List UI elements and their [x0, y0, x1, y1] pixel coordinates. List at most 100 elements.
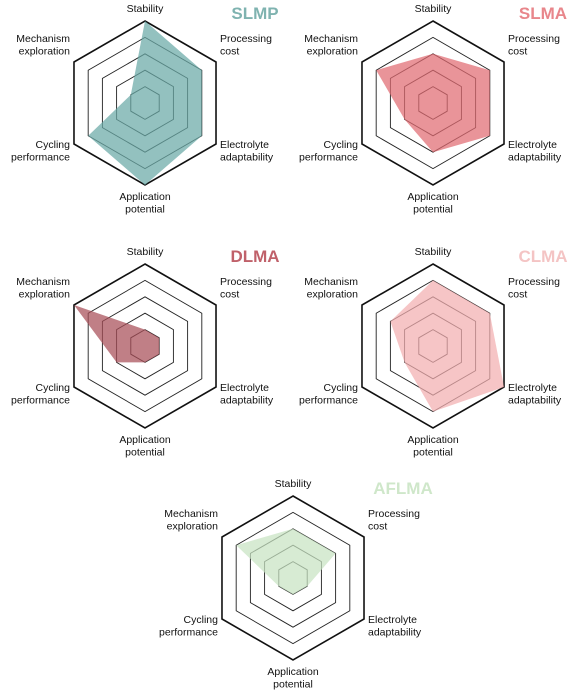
axis-label-slmp-4: Application potential: [119, 191, 171, 216]
axis-label-line: Cycling: [36, 382, 71, 394]
axis-label-clma-4: Application potential: [407, 434, 459, 459]
axis-label-slma-6: Mechanism exploration: [304, 33, 358, 58]
axis-label-slma-3: Electrolyte adaptability: [508, 139, 562, 164]
axis-label-clma-1: Stability: [415, 246, 453, 258]
axis-label-line: Electrolyte: [508, 139, 557, 151]
axis-label-dlma-5: Cycling performance: [11, 382, 70, 407]
axis-label-slma-5: Cycling performance: [299, 139, 358, 164]
grid-ring-5: [221, 495, 365, 661]
axis-label-dlma-3: Electrolyte adaptability: [220, 382, 274, 407]
chart-title-clma: CLMA: [518, 247, 567, 266]
axis-label-slmp-1: Stability: [127, 3, 165, 15]
axis-label-slma-1: Stability: [415, 3, 453, 15]
axis-label-line: adaptability: [508, 395, 562, 407]
axis-label-line: performance: [299, 395, 358, 407]
axis-label-line: Cycling: [324, 139, 359, 151]
axis-label-line: Stability: [415, 3, 453, 15]
axis-label-line: Electrolyte: [368, 614, 417, 626]
chart-title-slma: SLMA: [519, 4, 567, 23]
axis-label-line: Mechanism: [16, 33, 70, 45]
data-area-aflma: [236, 528, 336, 595]
axis-label-line: exploration: [167, 521, 219, 533]
data-area-slma: [376, 53, 490, 153]
axis-label-line: potential: [273, 679, 313, 691]
axis-label-line: Application: [267, 666, 319, 678]
axis-label-clma-6: Mechanism exploration: [304, 276, 358, 301]
axis-label-line: performance: [11, 152, 70, 164]
grid-ring-5: [361, 20, 505, 186]
axis-label-line: exploration: [307, 289, 359, 301]
axis-label-aflma-6: Mechanism exploration: [164, 508, 218, 533]
axis-label-line: adaptability: [508, 152, 562, 164]
axis-label-line: Processing: [220, 276, 272, 288]
axis-label-line: Mechanism: [164, 508, 218, 520]
radar-chart-clma: Stability Processing cost Electrolyte adapta…: [299, 246, 568, 459]
axis-label-dlma-2: Processing cost: [220, 276, 272, 301]
axis-label-line: Processing: [508, 33, 560, 45]
axis-label-slma-2: Processing cost: [508, 33, 560, 58]
axis-label-line: cost: [508, 289, 527, 301]
data-area-clma: [390, 280, 505, 412]
grid-ring-5: [361, 263, 505, 429]
axis-label-line: Stability: [127, 246, 165, 258]
axis-label-line: Stability: [127, 3, 165, 15]
axis-label-line: Processing: [508, 276, 560, 288]
axis-label-line: exploration: [307, 46, 359, 58]
axis-label-line: adaptability: [368, 627, 422, 639]
axis-label-slmp-5: Cycling performance: [11, 139, 70, 164]
axis-label-aflma-2: Processing cost: [368, 508, 420, 533]
axis-label-line: performance: [299, 152, 358, 164]
axis-label-line: cost: [368, 521, 387, 533]
axis-label-line: cost: [508, 46, 527, 58]
axis-label-line: performance: [11, 395, 70, 407]
axis-label-line: Processing: [220, 33, 272, 45]
axis-label-line: potential: [413, 204, 453, 216]
axis-label-line: Electrolyte: [220, 382, 269, 394]
axis-label-line: Cycling: [324, 382, 359, 394]
axis-label-line: Mechanism: [16, 276, 70, 288]
axis-label-line: adaptability: [220, 152, 274, 164]
axis-label-aflma-1: Stability: [275, 478, 313, 490]
axis-label-dlma-1: Stability: [127, 246, 165, 258]
axis-label-line: Cycling: [184, 614, 219, 626]
axis-label-dlma-6: Mechanism exploration: [16, 276, 70, 301]
axis-label-line: performance: [159, 627, 218, 639]
radar-chart-slma: Stability Processing cost Electrolyte adapta…: [299, 3, 567, 216]
axis-label-slmp-3: Electrolyte adaptability: [220, 139, 274, 164]
axis-label-line: cost: [220, 46, 239, 58]
data-area-slmp: [88, 21, 202, 185]
axis-label-line: potential: [413, 447, 453, 459]
axis-label-line: adaptability: [220, 395, 274, 407]
chart-title-aflma: AFLMA: [373, 479, 432, 498]
chart-title-dlma: DLMA: [230, 247, 279, 266]
axis-label-line: Application: [407, 191, 459, 203]
data-area-dlma: [73, 305, 160, 363]
axis-label-aflma-3: Electrolyte adaptability: [368, 614, 422, 639]
radar-chart-aflma: Stability Processing cost Electrolyte adapta…: [159, 478, 433, 691]
axis-label-aflma-5: Cycling performance: [159, 614, 218, 639]
axis-label-line: Application: [119, 191, 171, 203]
axis-label-slma-4: Application potential: [407, 191, 459, 216]
axis-label-slmp-2: Processing cost: [220, 33, 272, 58]
axis-label-clma-5: Cycling performance: [299, 382, 358, 407]
axis-label-line: Mechanism: [304, 276, 358, 288]
axis-label-line: cost: [220, 289, 239, 301]
chart-title-slmp: SLMP: [231, 4, 278, 23]
axis-label-aflma-4: Application potential: [267, 666, 319, 691]
axis-label-line: potential: [125, 204, 165, 216]
axis-label-slmp-6: Mechanism exploration: [16, 33, 70, 58]
radar-chart-dlma: Stability Processing cost Electrolyte adapta…: [11, 246, 280, 459]
axis-label-line: Stability: [415, 246, 453, 258]
axis-label-line: Electrolyte: [220, 139, 269, 151]
axis-label-clma-3: Electrolyte adaptability: [508, 382, 562, 407]
axis-label-line: Cycling: [36, 139, 71, 151]
axis-label-line: exploration: [19, 289, 71, 301]
axis-label-line: Mechanism: [304, 33, 358, 45]
axis-label-line: Processing: [368, 508, 420, 520]
axis-label-line: Application: [119, 434, 171, 446]
axis-label-line: Application: [407, 434, 459, 446]
axis-label-line: exploration: [19, 46, 71, 58]
axis-label-clma-2: Processing cost: [508, 276, 560, 301]
axis-label-line: Stability: [275, 478, 313, 490]
